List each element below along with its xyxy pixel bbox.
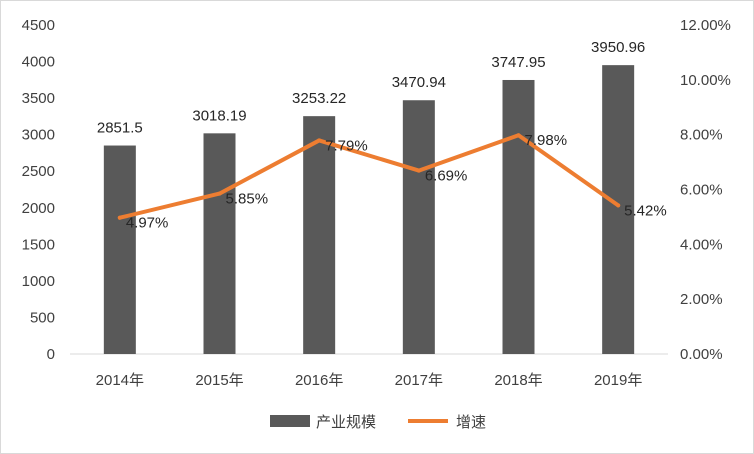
y-right-tick-label: 2.00% xyxy=(680,291,723,308)
y-left-tick-label: 2000 xyxy=(22,200,55,217)
bars-layer xyxy=(103,65,635,354)
y-right-tick-label: 12.00% xyxy=(680,17,731,34)
bar xyxy=(402,100,435,354)
y-right-tick-label: 10.00% xyxy=(680,72,731,89)
y-left-tick-label: 4500 xyxy=(22,17,55,34)
y-left-tick-label: 4000 xyxy=(22,54,55,71)
x-tick-label: 2016年 xyxy=(295,372,343,389)
y-right-tick-label: 8.00% xyxy=(680,127,723,144)
growth-value-label: 5.42% xyxy=(624,202,667,219)
x-tick-label: 2018年 xyxy=(494,372,542,389)
growth-point xyxy=(317,138,322,143)
growth-point xyxy=(416,168,421,173)
y-left-tick-label: 0 xyxy=(47,346,55,363)
y-left-tick-label: 3000 xyxy=(22,127,55,144)
growth-value-label: 7.98% xyxy=(525,132,568,149)
bar xyxy=(602,65,635,354)
bar xyxy=(203,133,236,354)
bar-value-label: 3950.96 xyxy=(591,39,645,56)
y-left-tick-label: 1000 xyxy=(22,273,55,290)
y-right-tick-label: 6.00% xyxy=(680,182,723,199)
growth-value-label: 7.79% xyxy=(325,137,368,154)
bar-value-label: 3747.95 xyxy=(491,54,545,71)
axis-layer: 0 500 1000 1500 2000 2500 3000 3500 4000 4500 0.00… xyxy=(22,17,731,389)
x-tick-label: 2017年 xyxy=(395,372,443,389)
bar xyxy=(502,79,535,354)
growth-line xyxy=(117,133,621,220)
growth-point xyxy=(616,203,621,208)
bar-value-label: 3018.19 xyxy=(192,107,246,124)
growth-value-label: 6.69% xyxy=(425,168,468,185)
legend-line-label: 增速 xyxy=(456,413,486,431)
y-right-tick-label: 0.00% xyxy=(680,346,723,363)
y-left-tick-label: 3500 xyxy=(22,90,55,107)
growth-point xyxy=(516,133,521,138)
y-left-tick-label: 500 xyxy=(30,309,55,326)
labels-layer: 2851.5 3018.19 3253.22 3470.94 3747.95 3950.9… xyxy=(97,39,667,232)
bar-value-label: 3470.94 xyxy=(392,74,446,91)
bar xyxy=(303,116,336,354)
growth-value-label: 4.97% xyxy=(126,215,169,232)
bar-value-label: 3253.22 xyxy=(292,90,346,107)
x-tick-label: 2019年 xyxy=(594,372,642,389)
y-left-tick-label: 2500 xyxy=(22,163,55,180)
growth-point xyxy=(117,215,122,220)
bar xyxy=(103,145,136,354)
bar-value-label: 2851.5 xyxy=(97,120,143,137)
y-left-tick-label: 1500 xyxy=(22,236,55,253)
y-right-tick-label: 4.00% xyxy=(680,236,723,253)
legend: 产业规模 增速 xyxy=(270,413,486,431)
x-tick-label: 2015年 xyxy=(195,372,243,389)
growth-point xyxy=(217,191,222,196)
line-layer xyxy=(117,133,621,220)
x-tick-label: 2014年 xyxy=(96,372,144,389)
legend-bar-label: 产业规模 xyxy=(316,413,376,431)
growth-value-label: 5.85% xyxy=(226,191,269,208)
legend-bar-swatch xyxy=(270,415,310,427)
